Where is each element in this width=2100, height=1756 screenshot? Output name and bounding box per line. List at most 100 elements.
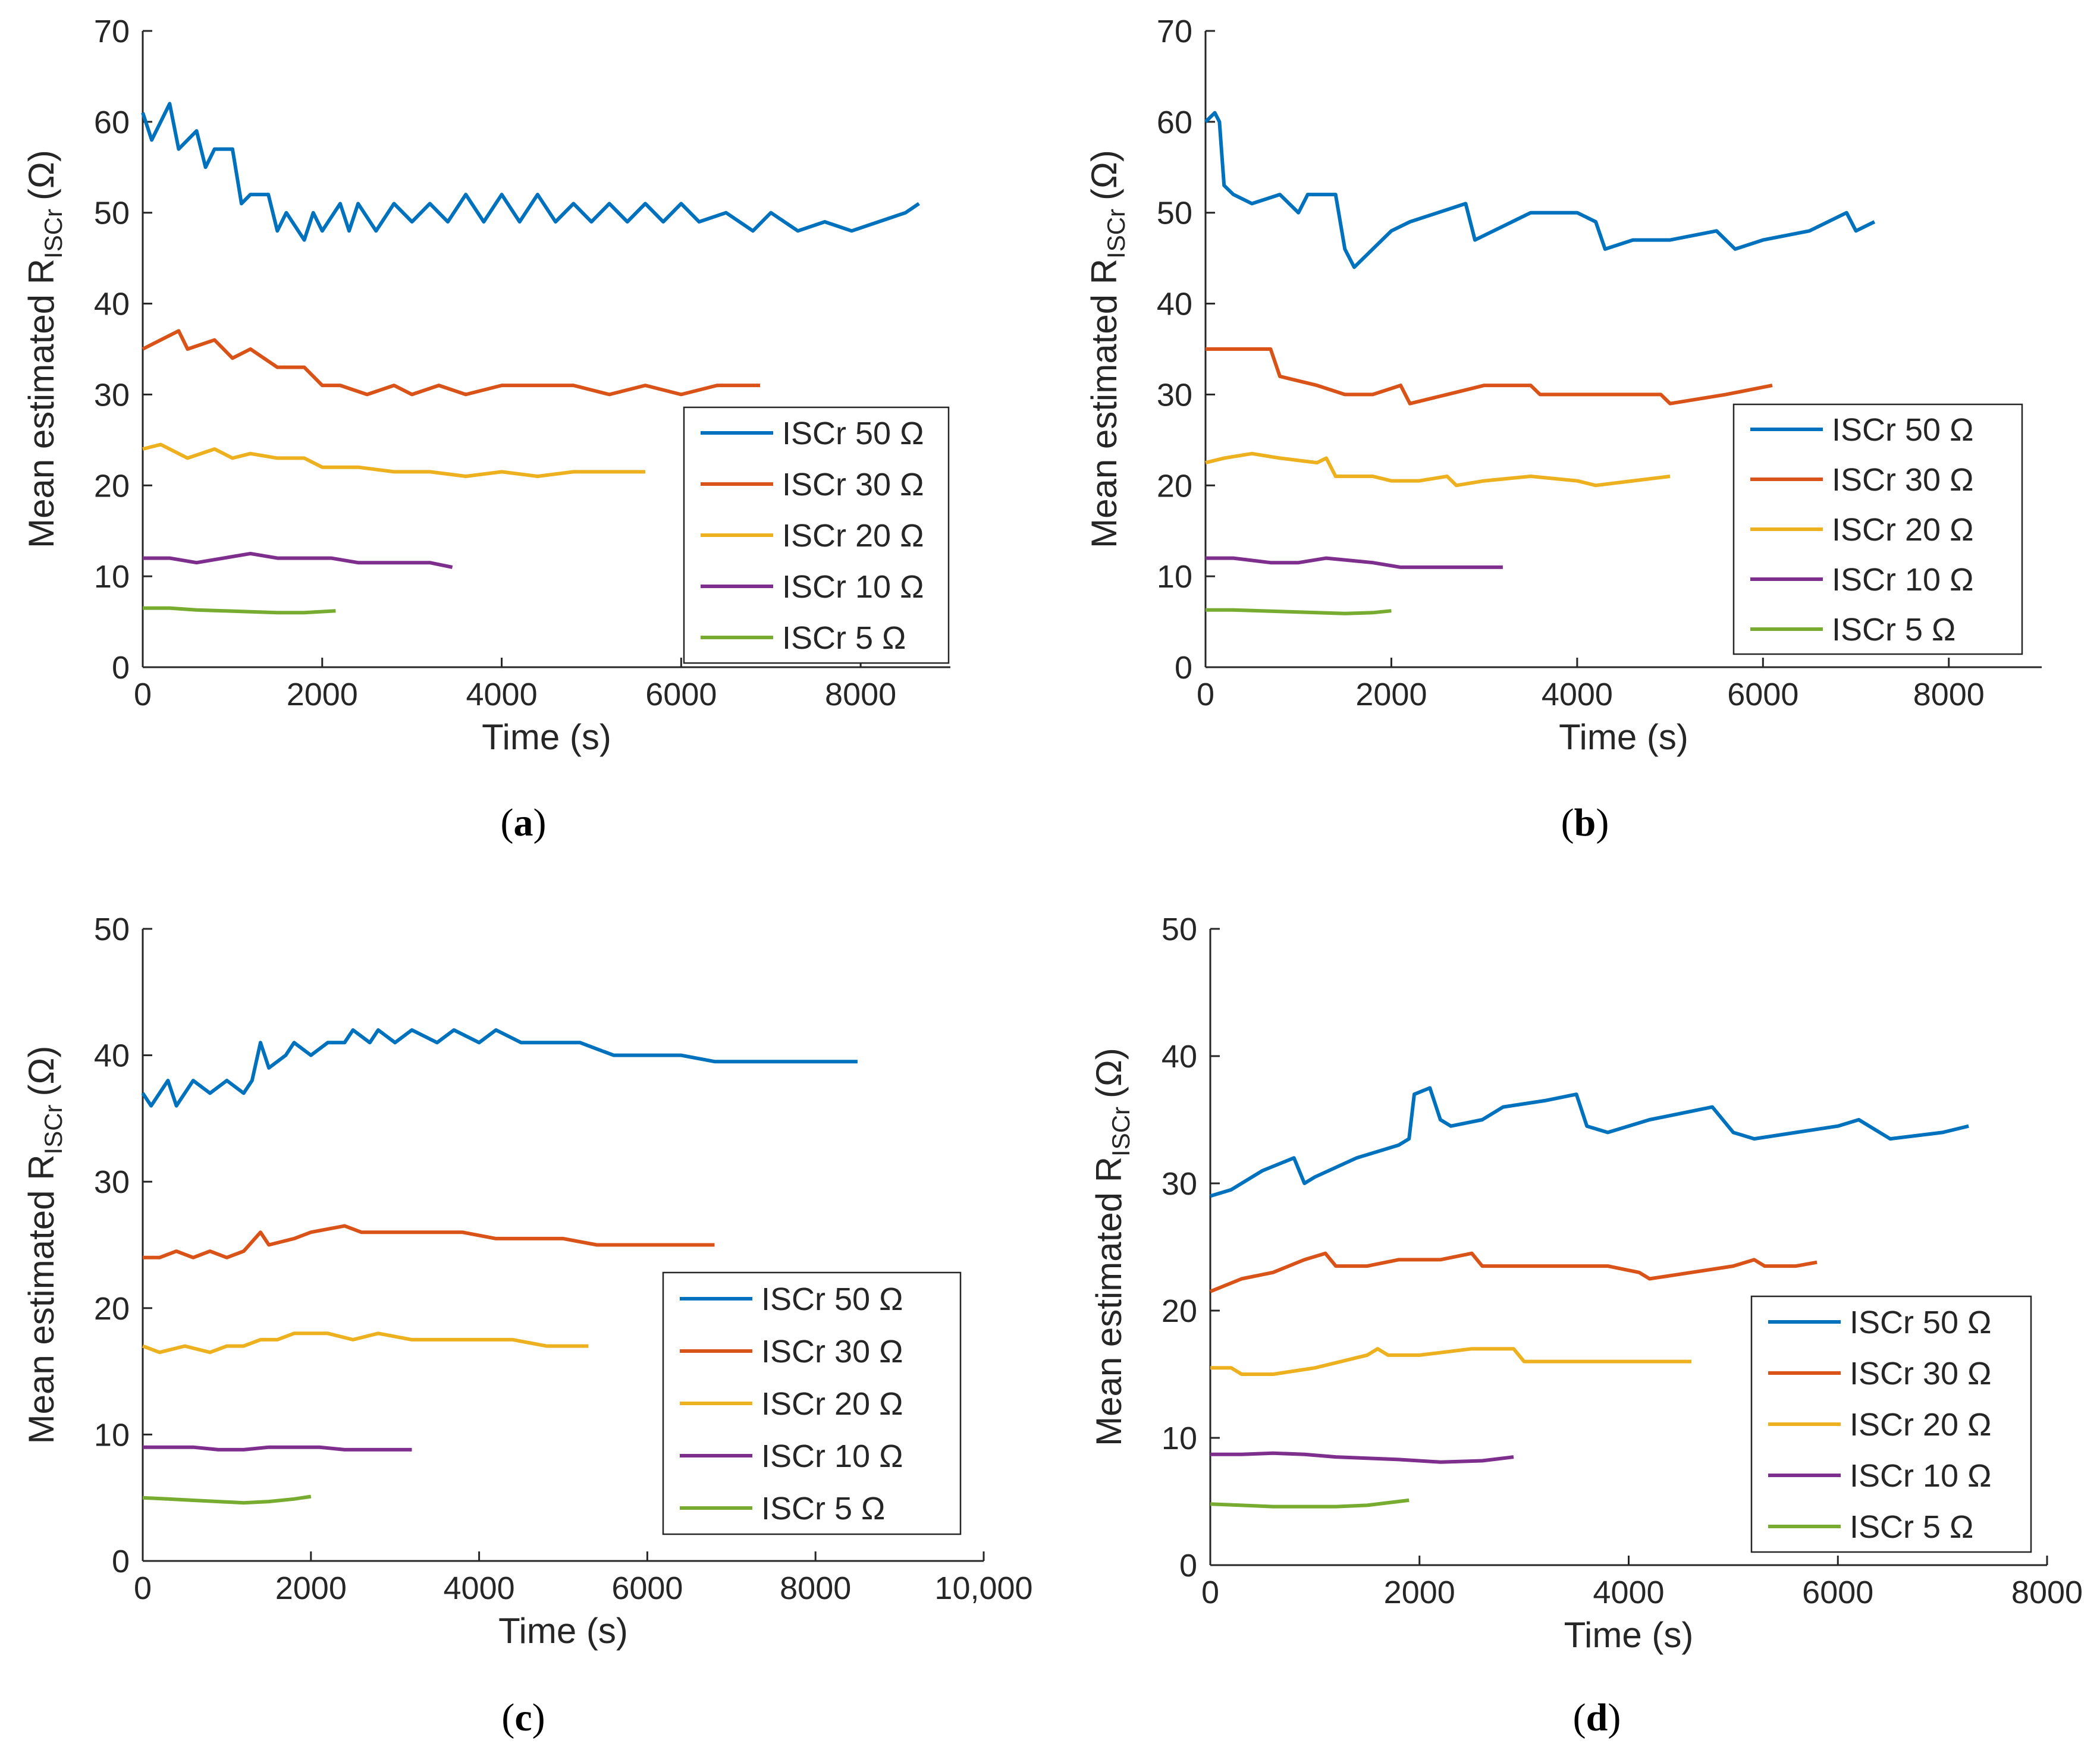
- caption-open-paren: (: [501, 801, 514, 844]
- y-tick-label: 10: [1162, 1421, 1197, 1456]
- caption-letter: c: [514, 1696, 532, 1739]
- legend-entry: ISCr 5 Ω: [1850, 1509, 1973, 1545]
- y-tick-label: 40: [1162, 1039, 1197, 1075]
- y-tick-label: 50: [94, 912, 130, 947]
- y-tick-label: 20: [94, 468, 130, 504]
- caption-close-paren: ): [1596, 801, 1609, 844]
- y-tick-label: 50: [94, 196, 130, 231]
- x-tick-label: 0: [134, 1570, 152, 1606]
- series-line-s5: [143, 606, 336, 615]
- x-tick-label: 4000: [466, 677, 537, 712]
- series-line-s10: [143, 1445, 412, 1452]
- y-axis-label: Mean estimated RISCr (Ω): [1084, 150, 1130, 548]
- legend-entry: ISCr 10 Ω: [761, 1438, 903, 1474]
- y-tick-label: 20: [1157, 468, 1192, 504]
- x-tick-label: 4000: [444, 1570, 515, 1606]
- y-tick-label: 10: [94, 559, 130, 595]
- y-tick-label: 70: [94, 14, 130, 49]
- legend-entry: ISCr 10 Ω: [1832, 562, 1973, 598]
- series-line-s10: [1206, 556, 1503, 569]
- legend-entry: ISCr 10 Ω: [1850, 1458, 1991, 1494]
- y-tick-label: 40: [94, 287, 130, 322]
- x-tick-label: 10,000: [934, 1570, 1032, 1606]
- legend-entry: ISCr 50 Ω: [1832, 412, 1973, 448]
- x-tick-label: 8000: [780, 1570, 851, 1606]
- y-axis-label-unit: (Ω): [1084, 150, 1124, 200]
- legend-entry: ISCr 50 Ω: [782, 416, 924, 451]
- x-tick-label: 2000: [1384, 1575, 1455, 1610]
- y-tick-label: 0: [1179, 1548, 1197, 1584]
- y-tick-label: 30: [94, 1164, 130, 1200]
- y-axis-label-unit: (Ω): [1089, 1048, 1129, 1098]
- legend: ISCr 50 Ω ISCr 30 Ω ISCr 20 Ω ISCr 10 Ω ISCr…: [683, 406, 950, 664]
- caption-open-paren: (: [1573, 1696, 1586, 1739]
- y-tick-label: 40: [1157, 287, 1192, 322]
- x-tick-label: 0: [134, 677, 152, 712]
- y-tick-label: 30: [94, 377, 130, 413]
- x-tick-label: 6000: [1802, 1575, 1873, 1610]
- legend-entry: ISCr 50 Ω: [1850, 1305, 1991, 1340]
- x-tick-label: 6000: [611, 1570, 683, 1606]
- x-tick-label: 8000: [825, 677, 896, 712]
- x-tick-label: 4000: [1542, 677, 1613, 712]
- legend-entry: ISCr 5 Ω: [782, 620, 906, 656]
- x-axis-label: Time (s): [1564, 1615, 1694, 1655]
- series-line-s20: [142, 1331, 589, 1355]
- y-tick-label: 0: [112, 1544, 130, 1579]
- y-axis-label-subscript: ISCr: [39, 209, 67, 259]
- x-axis-label: Time (s): [482, 717, 611, 757]
- x-tick-label: 6000: [645, 677, 717, 712]
- caption-close-paren: ): [532, 1696, 545, 1739]
- series-line-s5: [1206, 608, 1392, 615]
- y-axis-label: Mean estimated RISCr (Ω): [21, 150, 67, 548]
- y-tick-label: 20: [1162, 1293, 1197, 1329]
- caption-close-paren: ): [1608, 1696, 1621, 1739]
- panel-caption: (c): [501, 1696, 545, 1739]
- series-line-s50: [1204, 111, 1876, 269]
- series-line-s50: [141, 102, 920, 242]
- legend-entry: ISCr 20 Ω: [1832, 512, 1973, 548]
- legend-entry: ISCr 5 Ω: [1832, 612, 1955, 648]
- legend-entry: ISCr 30 Ω: [1850, 1356, 1991, 1391]
- legend: ISCr 50 Ω ISCr 30 Ω ISCr 20 Ω ISCr 10 Ω ISCr…: [1732, 403, 2023, 655]
- y-tick-label: 60: [1157, 105, 1192, 140]
- chart-panel-d: 0 10 20 30 40 50 0 2000 4000 6000 8000 Time (s) Mean…: [1089, 912, 2083, 1739]
- x-tick-label: 0: [1197, 677, 1214, 712]
- caption-letter: a: [514, 801, 533, 844]
- panel-caption: (b): [1561, 801, 1609, 844]
- caption-close-paren: ): [533, 801, 547, 844]
- series-line-s20: [1210, 1347, 1691, 1376]
- legend-entry: ISCr 20 Ω: [782, 518, 924, 554]
- y-tick-label: 30: [1162, 1166, 1197, 1202]
- caption-open-paren: (: [1561, 801, 1574, 844]
- legend: ISCr 50 Ω ISCr 30 Ω ISCr 20 Ω ISCr 10 Ω ISCr…: [662, 1271, 962, 1535]
- y-axis-label-main: Mean estimated R: [21, 259, 61, 548]
- y-axis-label: Mean estimated RISCr (Ω): [1089, 1048, 1135, 1446]
- x-tick-label: 8000: [1913, 677, 1985, 712]
- y-tick-label: 30: [1157, 377, 1192, 413]
- y-tick-label: 60: [94, 105, 130, 140]
- x-tick-label: 8000: [2011, 1575, 2083, 1610]
- x-tick-label: 0: [1201, 1575, 1219, 1610]
- caption-letter: b: [1574, 801, 1596, 844]
- chart-panel-c: 0 10 20 30 40 50 0 2000 4000 6000 8000 10,000 Time (…: [21, 912, 1033, 1739]
- y-tick-label: 50: [1162, 912, 1197, 947]
- x-tick-label: 4000: [1593, 1575, 1664, 1610]
- y-axis-label-main: Mean estimated R: [1089, 1157, 1129, 1446]
- y-axis-label-main: Mean estimated R: [21, 1154, 61, 1444]
- series-line-s10: [143, 551, 453, 569]
- y-axis-label-unit: (Ω): [21, 1046, 61, 1097]
- y-axis-label: Mean estimated RISCr (Ω): [21, 1046, 67, 1444]
- y-tick-label: 10: [94, 1417, 130, 1453]
- legend-entry: ISCr 50 Ω: [761, 1281, 903, 1317]
- series-line-s30: [1206, 347, 1773, 406]
- y-axis-label-subscript: ISCr: [1102, 209, 1130, 259]
- y-tick-label: 10: [1157, 559, 1192, 595]
- y-tick-label: 0: [112, 650, 130, 686]
- x-tick-label: 6000: [1727, 677, 1798, 712]
- y-tick-label: 0: [1175, 650, 1192, 686]
- y-tick-label: 70: [1157, 14, 1192, 49]
- series-line-s50: [1210, 1086, 1969, 1198]
- panel-caption: (d): [1573, 1696, 1621, 1739]
